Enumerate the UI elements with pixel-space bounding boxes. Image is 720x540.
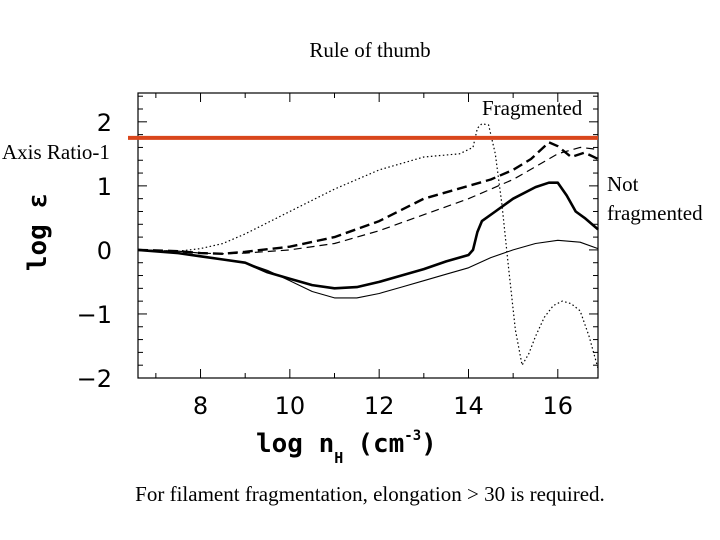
y-tick-label: 2 bbox=[97, 109, 112, 137]
plot-frame bbox=[137, 92, 599, 379]
axis-ratio-label: Axis Ratio-1 bbox=[2, 140, 110, 164]
not-fragmented-line-1: Not bbox=[607, 172, 639, 196]
x-axis-title-units: (cm bbox=[357, 429, 404, 459]
x-tick-label: 12 bbox=[364, 392, 395, 420]
y-tick-label: 1 bbox=[97, 173, 112, 201]
slide-caption: For filament fragmentation, elongation >… bbox=[135, 482, 605, 506]
series-thin-solid bbox=[137, 239, 599, 299]
series-lines bbox=[137, 123, 599, 369]
x-tick-label: 10 bbox=[275, 392, 306, 420]
axis-ticks bbox=[138, 93, 598, 379]
x-tick-labels: 8 10 12 14 16 bbox=[193, 392, 573, 420]
plot-border bbox=[137, 92, 599, 379]
series-thick-dashed bbox=[137, 141, 599, 256]
x-axis-title-subscript: H bbox=[334, 449, 343, 467]
not-fragmented-label: Not fragmented bbox=[607, 170, 703, 228]
y-tick-labels: 2 1 0 −1 −2 bbox=[77, 109, 112, 393]
series-dotted bbox=[137, 123, 599, 369]
x-axis-title: log nH (cm-3) bbox=[256, 428, 437, 467]
y-tick-label: −1 bbox=[77, 301, 112, 329]
fragmented-label: Fragmented bbox=[482, 96, 583, 120]
series-thick-solid bbox=[137, 181, 599, 290]
x-axis-title-close: ) bbox=[421, 429, 437, 459]
y-tick-label: −2 bbox=[77, 365, 112, 393]
y-tick-label: 0 bbox=[97, 237, 112, 265]
x-tick-label: 14 bbox=[453, 392, 484, 420]
x-axis-title-main: log n bbox=[256, 429, 334, 459]
x-tick-label: 8 bbox=[193, 392, 208, 420]
not-fragmented-line-2: fragmented bbox=[607, 201, 703, 225]
x-tick-label: 16 bbox=[543, 392, 574, 420]
series-thin-dashed bbox=[137, 146, 599, 255]
slide-title: Rule of thumb bbox=[309, 38, 431, 62]
y-axis-title: log ε bbox=[23, 193, 53, 271]
x-axis-title-exponent: -3 bbox=[404, 428, 421, 444]
